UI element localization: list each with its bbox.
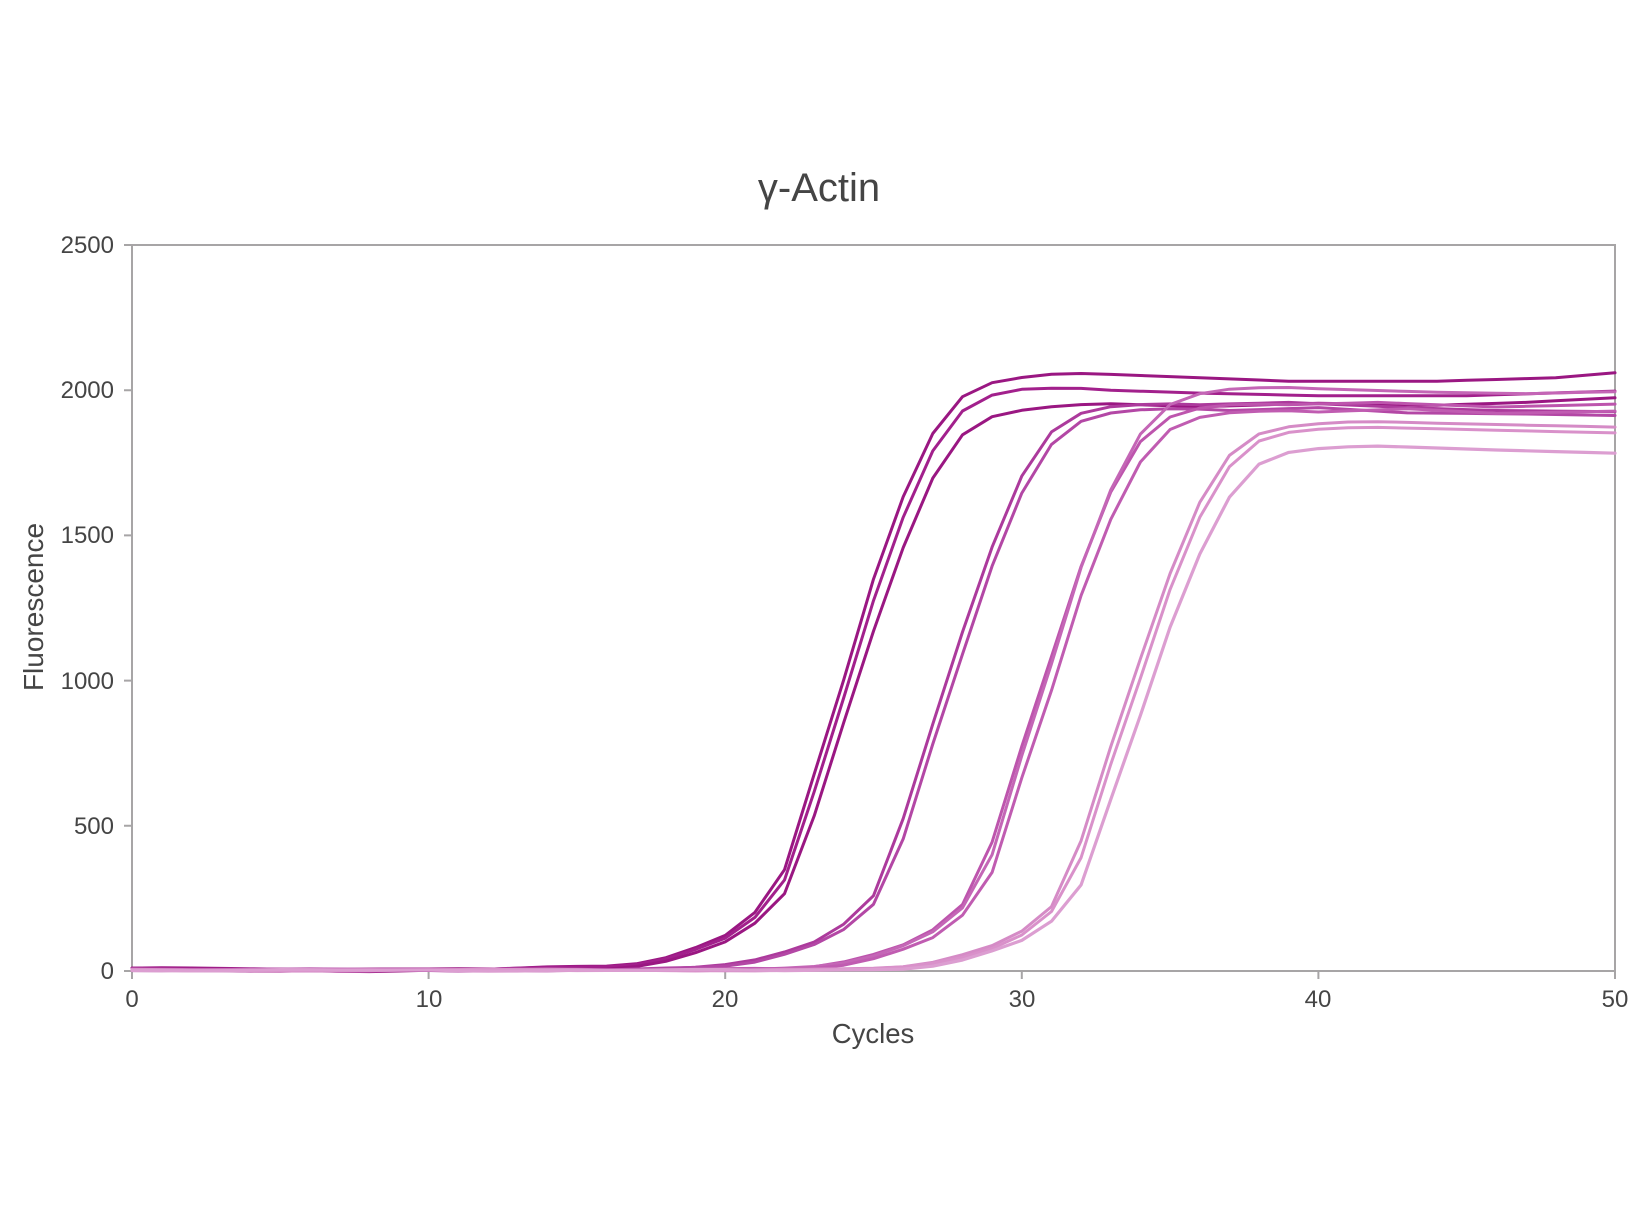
svg-text:50: 50 xyxy=(1602,986,1629,1013)
svg-text:γ-Actin: γ-Actin xyxy=(758,166,880,210)
svg-text:500: 500 xyxy=(74,813,114,840)
svg-text:20: 20 xyxy=(712,986,739,1013)
svg-text:30: 30 xyxy=(1009,986,1036,1013)
svg-text:Fluorescence: Fluorescence xyxy=(18,523,49,691)
svg-text:2000: 2000 xyxy=(61,377,114,404)
svg-text:1000: 1000 xyxy=(61,668,114,695)
svg-text:0: 0 xyxy=(125,986,138,1013)
svg-text:40: 40 xyxy=(1305,986,1332,1013)
svg-text:2500: 2500 xyxy=(61,232,114,259)
svg-text:10: 10 xyxy=(416,986,443,1013)
svg-text:1500: 1500 xyxy=(61,522,114,549)
svg-text:Cycles: Cycles xyxy=(832,1018,915,1049)
svg-text:0: 0 xyxy=(101,958,114,985)
